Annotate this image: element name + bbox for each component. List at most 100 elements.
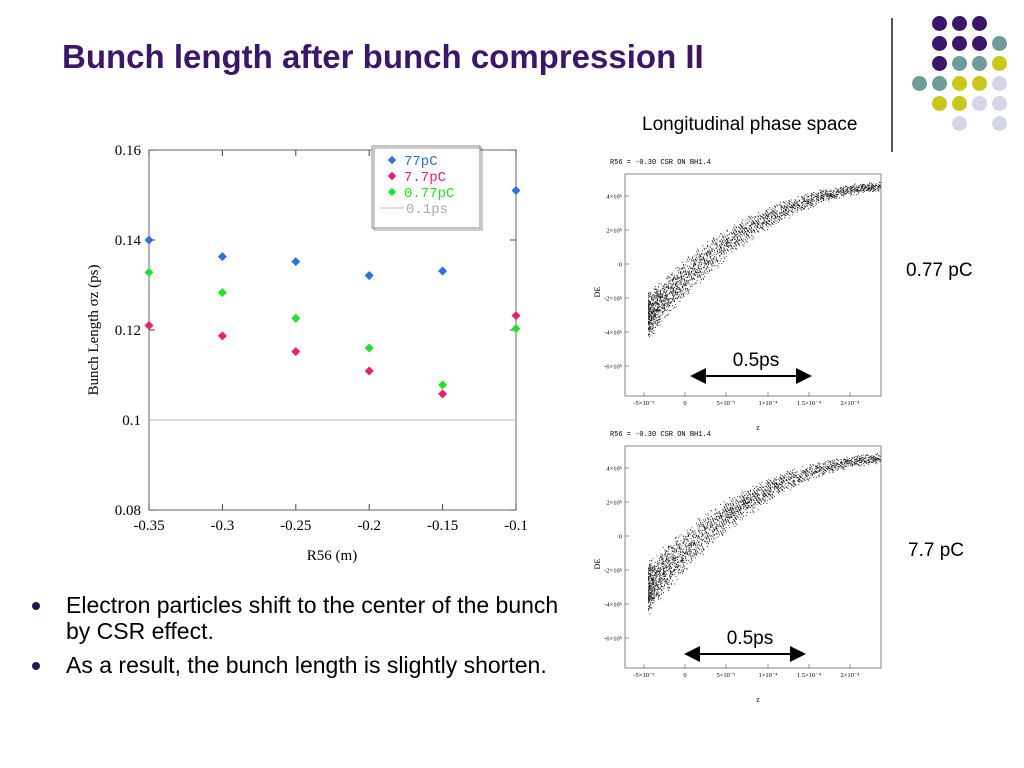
- y-axis-label: Bunch Length σz (ps): [86, 265, 102, 396]
- x-tick-label: -0.3: [211, 518, 235, 534]
- legend-marker: [387, 155, 397, 165]
- decor-dot: [952, 76, 967, 91]
- data-point: [511, 185, 521, 196]
- data-point: [438, 266, 448, 276]
- phase-space-xlabel: z: [756, 695, 760, 704]
- x-tick-label: -0.25: [280, 518, 311, 534]
- y-tick-label: 0.14: [115, 233, 142, 249]
- data-point: [364, 366, 374, 376]
- x-tick-label: 2×10⁻⁴: [840, 672, 860, 679]
- y-tick-label: 2×10⁵: [606, 500, 622, 507]
- y-tick-label: 0: [619, 262, 622, 269]
- slide-title: Bunch length after bunch compression II: [62, 38, 704, 75]
- legend-label: 7.7pC: [404, 170, 446, 186]
- phase-space-xticks: -5×10⁻⁵ 0 5×10⁻⁵ 1×10⁻⁴ 1.5×10⁻⁴ 2×10⁻⁴: [633, 392, 860, 407]
- y-tick-label: 0.12: [115, 323, 141, 339]
- bullet-item: Electron particles shift to the center o…: [30, 592, 570, 644]
- decor-dot: [972, 96, 987, 111]
- decor-dot: [932, 96, 947, 111]
- decor-dot: [972, 16, 987, 31]
- y-tick-label: 2×10⁵: [606, 228, 622, 235]
- data-point: [511, 324, 521, 334]
- data-point: [364, 343, 374, 353]
- decor-dot: [932, 16, 947, 31]
- legend-label: 0.77pC: [404, 186, 454, 202]
- decor-dot: [992, 96, 1007, 111]
- decor-dot: [992, 56, 1007, 71]
- x-tick-label: 5×10⁻⁵: [716, 672, 735, 679]
- x-tick-label: 2×10⁻⁴: [840, 400, 860, 407]
- decor-dot: [952, 116, 967, 131]
- decor-dot: [932, 36, 947, 51]
- x-tick-label: 1×10⁻⁴: [758, 672, 778, 679]
- phase-space-plot-77pc: R56 = -0.30 CSR ON BH1.4 4×10⁵ 2×10⁵ 0 -2×1…: [593, 431, 882, 704]
- x-tick-label: -0.35: [133, 518, 164, 534]
- y-tick-label: 0: [619, 534, 622, 541]
- bullet-icon: [32, 662, 40, 670]
- bullet-item: As a result, the bunch length is slightl…: [30, 652, 570, 678]
- x-tick-label: -0.1: [504, 518, 528, 534]
- decor-dot: [952, 36, 967, 51]
- bullet-list: Electron particles shift to the center o…: [30, 592, 570, 686]
- data-point: [364, 271, 374, 281]
- data-point: [144, 235, 154, 245]
- decor-dot: [972, 36, 987, 51]
- data-point: [217, 331, 227, 341]
- decor-dot: [912, 76, 927, 91]
- decor-dot: [932, 76, 947, 91]
- phase-space-xlabel: z: [756, 423, 760, 432]
- legend-label: 0.1ps: [406, 202, 448, 218]
- phase-space-yticks: 4×10⁵ 2×10⁵ 0 -2×10⁵ -4×10⁵ -6×10⁵: [604, 194, 629, 371]
- decor-dot: [952, 56, 967, 71]
- data-point: [438, 389, 448, 399]
- x-tick-label: 0: [683, 672, 686, 679]
- decor-dot: [952, 16, 967, 31]
- y-tick-label: -4×10⁵: [604, 330, 622, 337]
- bullet-icon: [32, 602, 40, 610]
- x-tick-label: -0.15: [427, 518, 458, 534]
- scale-bar-2: 0.5ps: [684, 628, 806, 662]
- decor-dot: [972, 56, 987, 71]
- phase-space-xticks: -5×10⁻⁵ 0 5×10⁻⁵ 1×10⁻⁴ 1.5×10⁻⁴ 2×10⁻⁴: [633, 664, 860, 679]
- x-tick-label: 5×10⁻⁵: [716, 400, 735, 407]
- bunch-length-chart: 0.080.10.120.140.16 -0.35 -0.3 -0.25 -0.2 -0…: [86, 143, 528, 564]
- legend-marker: [387, 171, 397, 181]
- x-tick-label: 1×10⁻⁴: [758, 400, 778, 407]
- y-tick-label: -4×10⁵: [604, 602, 622, 609]
- data-point: [291, 313, 301, 323]
- data-point: [144, 320, 154, 331]
- charge-label-077: 0.77 pC: [906, 260, 973, 281]
- phase-space-header: R56 = -0.30 CSR ON BH1.4: [610, 159, 711, 167]
- y-tick-label: 0.08: [115, 503, 141, 519]
- data-point: [217, 252, 227, 262]
- data-point: [291, 257, 301, 267]
- phase-space-yticks: 4×10⁵ 2×10⁵ 0 -2×10⁵ -4×10⁵ -6×10⁵: [604, 466, 629, 643]
- scale-bar-label: 0.5ps: [733, 350, 779, 371]
- scale-bar-label: 0.5ps: [727, 628, 773, 649]
- y-tick-label: -6×10⁵: [604, 364, 622, 371]
- y-tick-label: 4×10⁵: [606, 466, 622, 473]
- x-tick-label: 0: [683, 400, 686, 407]
- x-tick-label: -5×10⁻⁵: [633, 672, 654, 679]
- y-tick-label: 0.16: [115, 143, 142, 159]
- phase-space-frame: [624, 173, 882, 397]
- y-axis-ticks: 0.08 0.1 0.12 0.14 0.16: [115, 143, 516, 519]
- x-axis-ticks: -0.35 -0.3 -0.25 -0.2 -0.15 -0.1: [133, 150, 528, 534]
- decor-dot: [972, 76, 987, 91]
- legend-label: 77pC: [404, 154, 438, 170]
- scale-bar-1: 0.5ps: [690, 350, 812, 384]
- phase-space-header: R56 = -0.30 CSR ON BH1.4: [610, 431, 711, 439]
- decor-dot: [952, 96, 967, 111]
- phase-space-ylabel: DE: [593, 287, 602, 298]
- data-point: [291, 347, 301, 357]
- legend-marker: [387, 187, 397, 197]
- decor-dot: [992, 36, 1007, 51]
- y-tick-label: 0.1: [122, 413, 141, 429]
- decor-divider: [891, 18, 893, 152]
- data-point: [438, 380, 448, 390]
- phase-space-title: Longitudinal phase space: [642, 114, 858, 135]
- data-point: [217, 288, 227, 298]
- decor-dot: [992, 116, 1007, 131]
- phase-space-frame: [624, 445, 882, 669]
- x-tick-label: -0.2: [357, 518, 381, 534]
